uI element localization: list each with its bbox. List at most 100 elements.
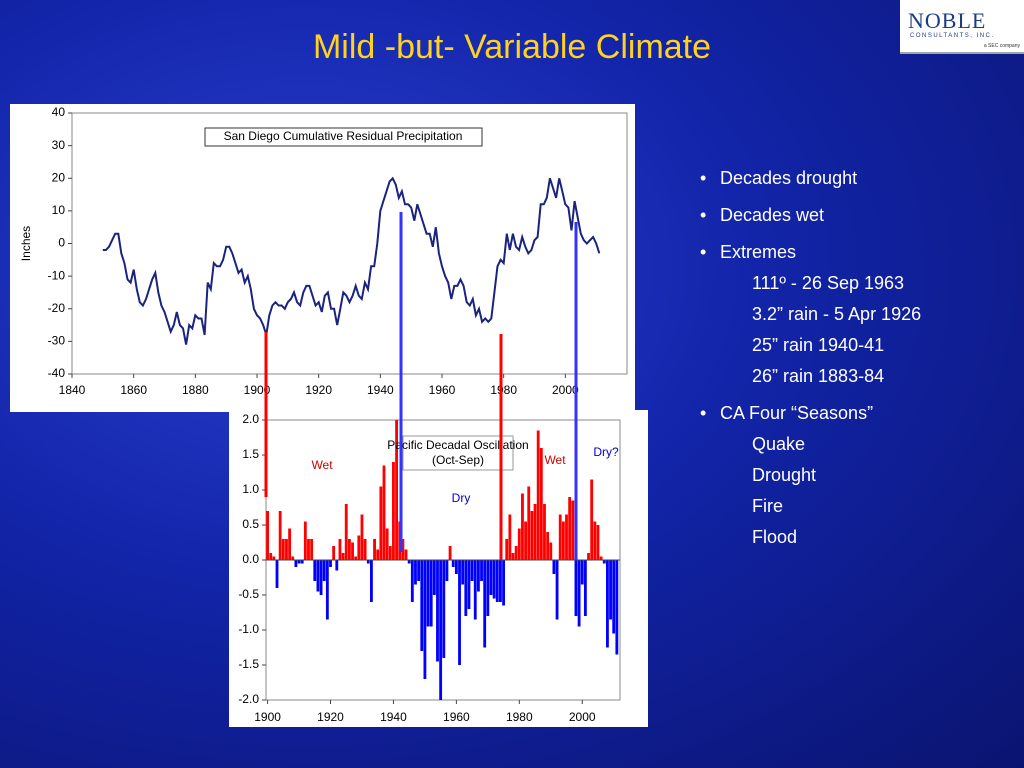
bar (539, 448, 543, 560)
bar (401, 539, 405, 560)
bar (313, 560, 317, 581)
bar (297, 560, 301, 564)
y-tick-label: -20 (48, 301, 66, 315)
sub-bullet: Fire (752, 496, 783, 516)
bullet-text: Extremes (700, 242, 921, 263)
bar (605, 560, 609, 648)
line (102, 176, 601, 345)
bar (357, 535, 361, 560)
bar (546, 532, 550, 560)
bar (489, 560, 493, 595)
bar (602, 560, 606, 564)
bar (376, 549, 380, 560)
y-tick-label: -0.5 (238, 587, 259, 601)
bar (555, 560, 559, 620)
bar (580, 560, 584, 585)
bar (508, 514, 512, 560)
bar (458, 560, 461, 665)
bar (407, 560, 411, 564)
bar (599, 556, 603, 560)
bar (385, 528, 389, 560)
bar (536, 430, 540, 560)
bar (272, 556, 276, 560)
bullet: Decades drought (700, 168, 921, 189)
bar (558, 514, 562, 560)
bullet: Extremes 111º - 26 Sep 1963 3.2” rain - 5 … (700, 242, 921, 387)
y-tick-label: -2.0 (238, 692, 259, 706)
bar (543, 504, 546, 560)
bar (436, 560, 439, 662)
bar (322, 560, 326, 581)
x-tick-label: 1920 (305, 383, 332, 397)
bar (426, 560, 430, 627)
bar (448, 546, 452, 560)
bar (325, 560, 329, 620)
bar (373, 539, 376, 560)
bar (335, 560, 339, 571)
bar (354, 556, 358, 560)
slide-title: Mild -but- Variable Climate (312, 28, 712, 66)
bar (476, 560, 480, 592)
annotation: Dry (452, 491, 471, 505)
bullet: Decades wet (700, 205, 921, 226)
sub-bullet: 25” rain 1940-41 (752, 335, 885, 355)
bar (369, 560, 373, 602)
bar (278, 511, 282, 560)
y-tick-label: 30 (52, 138, 66, 152)
logo-name: NOBLE (908, 8, 987, 33)
logo-tag: a SEC company (983, 43, 1020, 49)
bar (511, 553, 515, 560)
bar (549, 542, 553, 560)
bar (288, 528, 292, 560)
bar (303, 521, 307, 560)
y-tick-label: 0 (58, 236, 65, 250)
bar (514, 546, 518, 560)
bar (593, 521, 597, 560)
bar (281, 539, 285, 560)
x-tick-label: 1840 (59, 383, 86, 397)
bar (574, 560, 578, 616)
y-tick-label: 1.5 (242, 447, 259, 461)
bar (363, 539, 367, 560)
bar (495, 560, 499, 602)
chart-title: Pacific Decadal Oscillation (387, 438, 528, 452)
annotation: Dry? (593, 445, 619, 459)
x-tick-label: 1980 (506, 710, 533, 724)
bar (429, 560, 433, 627)
sub-bullet: Quake (752, 434, 806, 454)
bar (366, 560, 370, 564)
bar (454, 560, 458, 574)
bar (464, 560, 468, 616)
x-tick-label: 1900 (254, 710, 281, 724)
x-tick-label: 1940 (367, 383, 394, 397)
bar (307, 539, 310, 560)
bar (517, 528, 521, 560)
y-tick-label: -10 (48, 268, 66, 282)
bar (587, 553, 590, 560)
bar (291, 556, 295, 560)
y-tick-label: 20 (52, 170, 66, 184)
bar (530, 511, 534, 560)
y-tick-label: -1.0 (238, 622, 259, 636)
y-tick-label: 10 (52, 203, 66, 217)
bullet-text: Decades wet (700, 205, 921, 226)
bar (332, 546, 336, 560)
chart-title: San Diego Cumulative Residual Precipitat… (224, 129, 463, 143)
x-tick-label: 1920 (317, 710, 344, 724)
logo: NOBLE CONSULTANTS, INC. a SEC company (900, 0, 1024, 54)
bar (596, 525, 600, 560)
sub-bullet: 26” rain 1883-84 (752, 366, 885, 386)
bar (269, 553, 273, 560)
x-tick-label: 1860 (120, 383, 147, 397)
y-tick-label: 1.0 (242, 482, 259, 496)
bullet: CA Four “Seasons” Quake Drought Fire Flood (700, 403, 921, 548)
bar (552, 560, 556, 574)
sub-bullet: Drought (752, 465, 817, 485)
bar (360, 514, 364, 560)
bar (423, 560, 427, 679)
bar (486, 560, 490, 616)
bar (568, 497, 572, 560)
bullet-text: CA Four “Seasons” (700, 403, 921, 424)
bar (285, 539, 288, 560)
